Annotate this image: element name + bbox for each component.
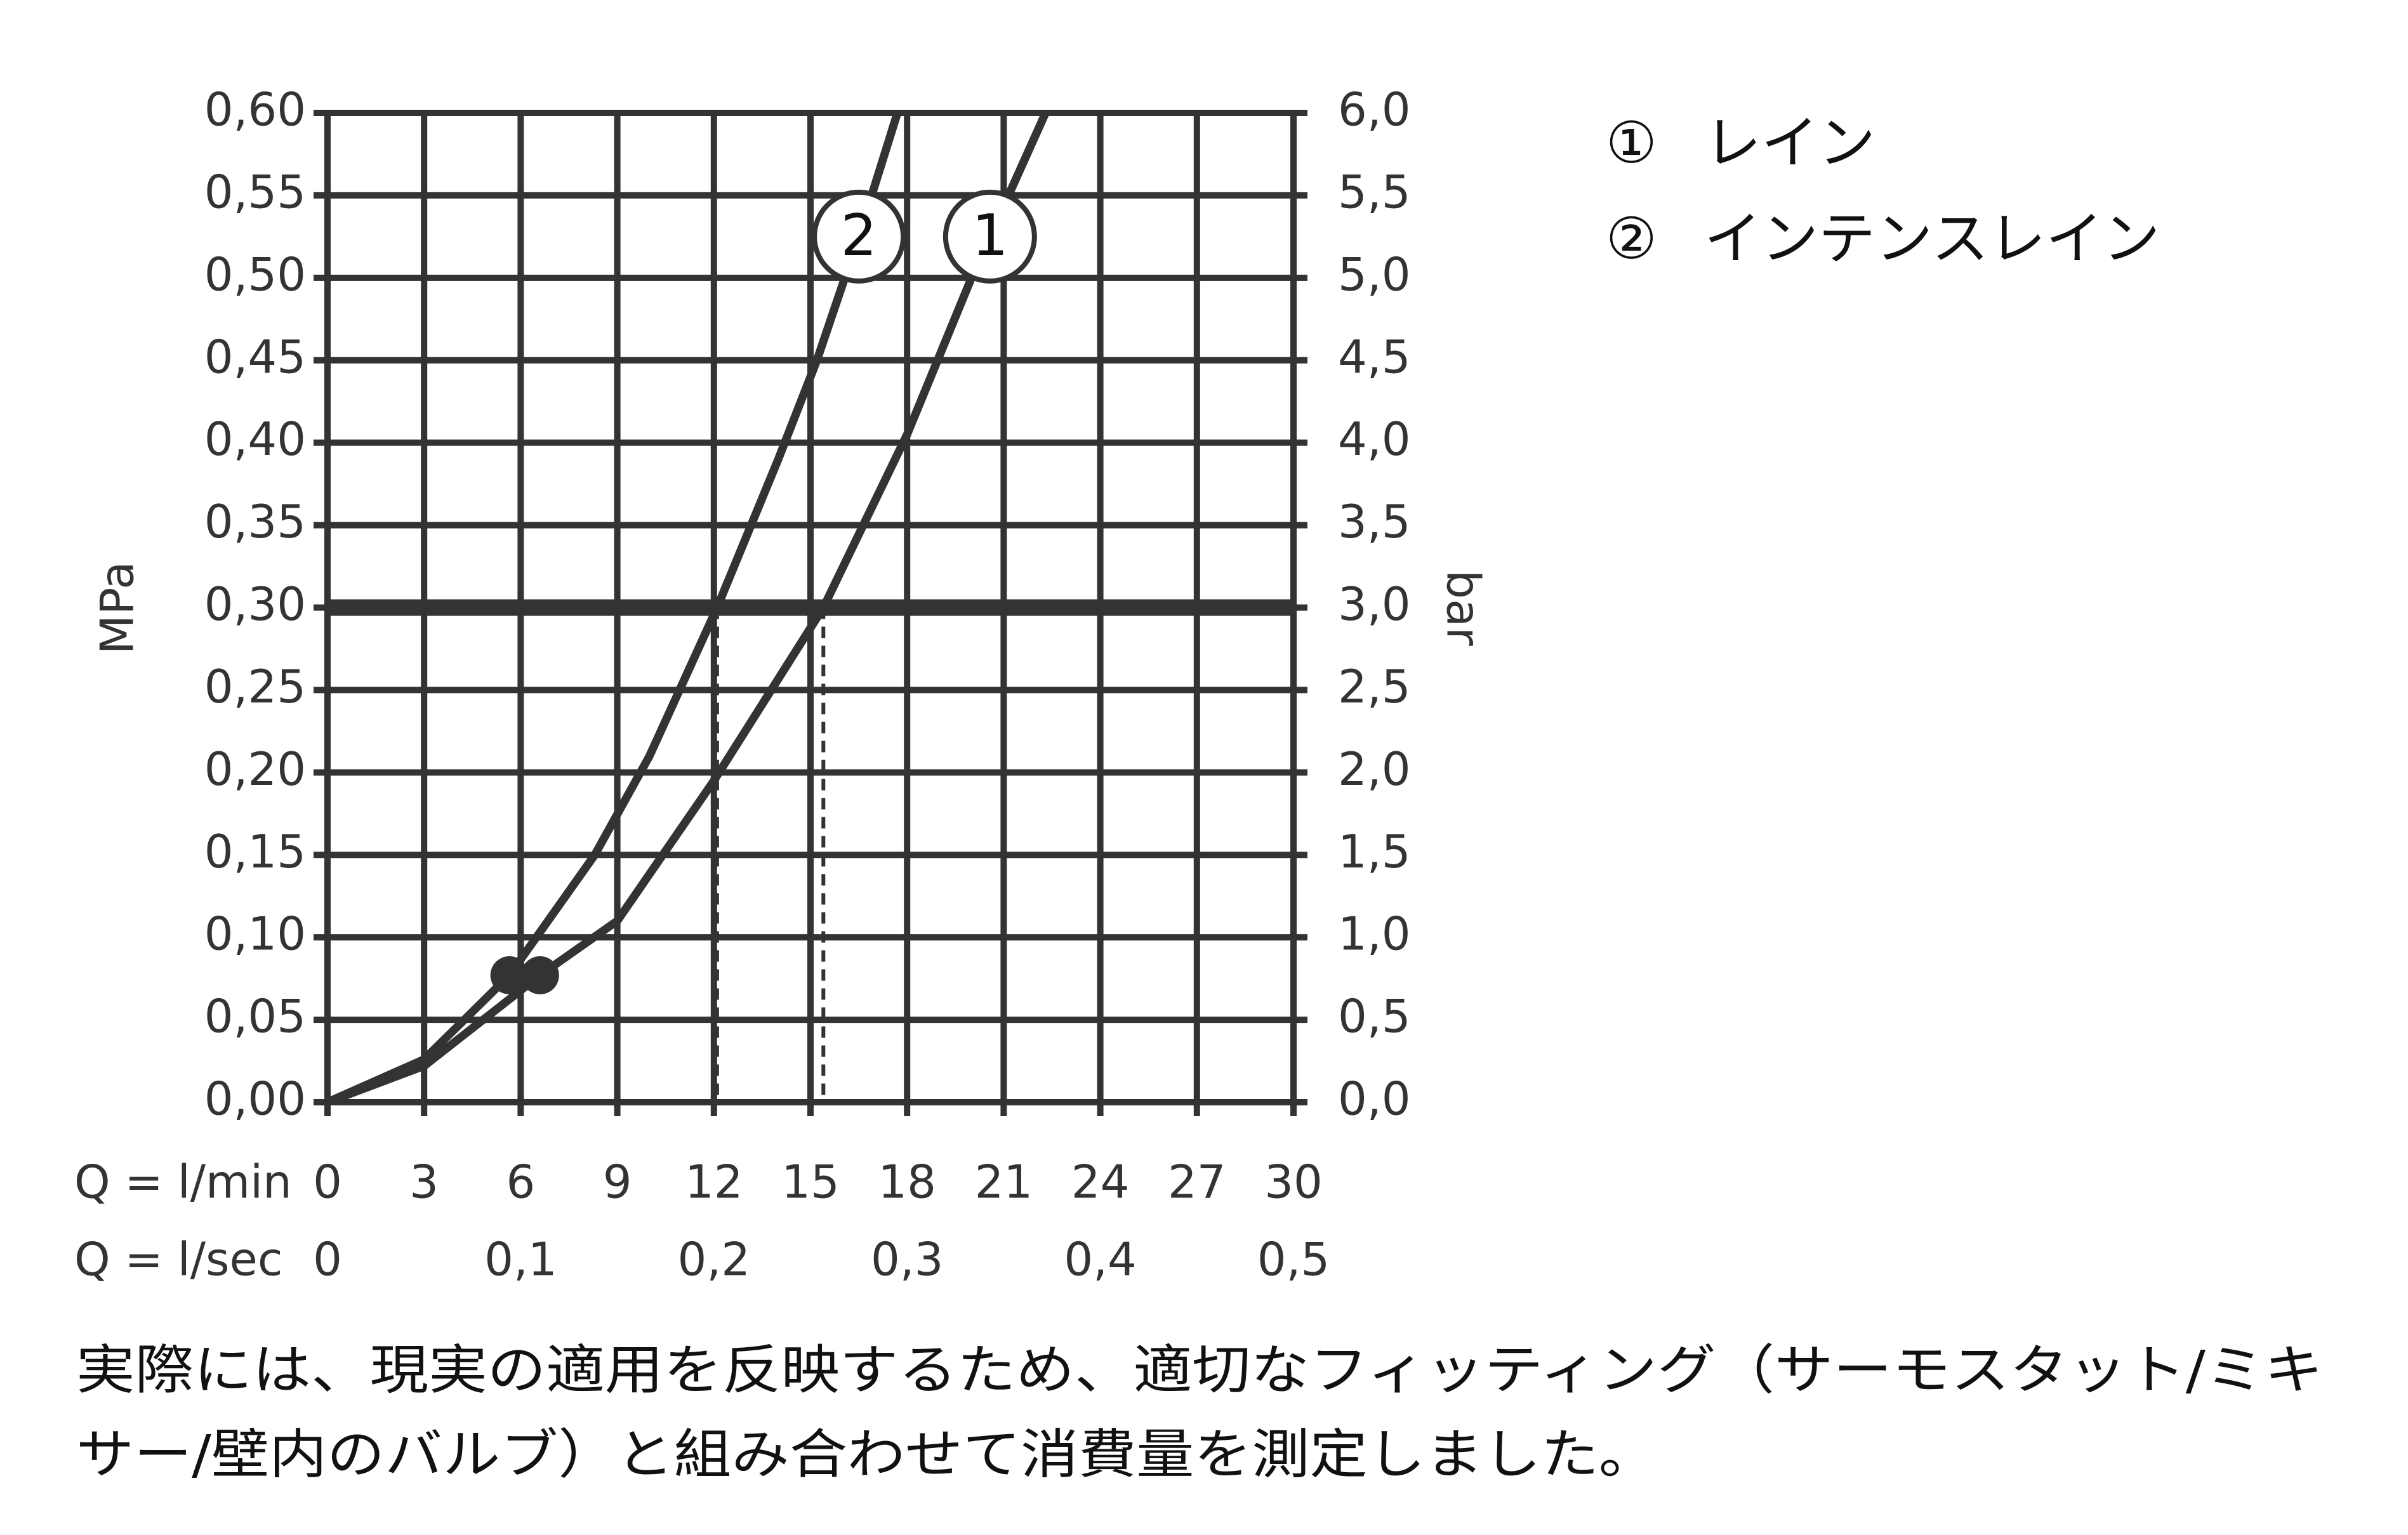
y2-tick-label: 2,5	[1338, 660, 1411, 713]
x-tick-label: 0	[313, 1156, 342, 1209]
legend-label: レイン	[1704, 110, 1875, 176]
y2-tick-label: 2,0	[1338, 742, 1411, 796]
series-label-circle	[943, 189, 1037, 284]
series-label: 1	[972, 202, 1008, 269]
x-tick-label: 3	[409, 1156, 439, 1209]
y-tick-label: 0,25	[204, 660, 306, 713]
y-tick-label: 0,35	[204, 495, 306, 548]
legend-label: インテンスレイン	[1704, 206, 2160, 272]
y-tick-label: 0,50	[204, 247, 306, 301]
x-tick-label: 30	[1264, 1156, 1323, 1209]
footnote: 実際には、現実の適用を反映するため、適切なフィッティング（サーモスタット/ミキ	[76, 1339, 2323, 1401]
y2-tick-label: 5,0	[1338, 247, 1411, 301]
x-tick-label: 15	[781, 1156, 840, 1209]
y2-tick-label: 0,0	[1338, 1072, 1411, 1126]
y2-tick-label: 0,5	[1338, 990, 1411, 1043]
x2-tick-label: 0,3	[871, 1233, 944, 1286]
series-label: 2	[840, 202, 877, 269]
plot-frame	[324, 110, 1297, 1105]
series-label-circle	[812, 189, 906, 284]
y-tick-label: 0,05	[204, 990, 306, 1043]
series-line	[326, 112, 902, 1106]
x2-tick-label: 0,2	[678, 1233, 751, 1286]
y-tick-label: 0,00	[204, 1072, 306, 1126]
y-tick-label: 0,60	[204, 83, 306, 136]
legend-symbol: ②	[1606, 206, 1657, 272]
x2-tick-label: 0,1	[484, 1233, 557, 1286]
series-line	[326, 111, 1050, 1107]
x-tick-label: 9	[603, 1156, 632, 1209]
x-tick-label: 12	[685, 1156, 743, 1209]
y-tick-label: 0,20	[204, 742, 306, 796]
y2-tick-label: 3,0	[1338, 577, 1411, 631]
y-tick-label: 0,55	[204, 165, 306, 218]
y-tick-label: 0,40	[204, 412, 306, 466]
x-axis-label: Q = l/min	[74, 1156, 292, 1209]
legend-symbol: ①	[1606, 110, 1657, 176]
y-tick-label: 0,30	[204, 577, 306, 631]
y2-tick-label: 6,0	[1338, 83, 1411, 136]
marker	[490, 956, 529, 994]
y2-tick-label: 3,5	[1338, 495, 1411, 548]
y2-tick-label: 1,5	[1338, 825, 1411, 878]
x2-tick-label: 0,5	[1257, 1233, 1330, 1286]
footnote: サー/壁内のバルブ）と組み合わせて消費量を測定しました。	[76, 1423, 1657, 1486]
y2-tick-label: 4,0	[1338, 412, 1411, 466]
x2-tick-label: 0,4	[1064, 1233, 1137, 1286]
y-axis-label: MPa	[91, 562, 144, 654]
x2-tick-label: 0	[313, 1233, 342, 1286]
x-tick-label: 24	[1071, 1156, 1130, 1209]
y2-tick-label: 4,5	[1338, 330, 1411, 383]
x-tick-label: 21	[975, 1156, 1033, 1209]
x-tick-label: 6	[506, 1156, 535, 1209]
y2-tick-label: 5,5	[1338, 165, 1411, 218]
y2-tick-label: 1,0	[1338, 907, 1411, 961]
x2-axis-label: Q = l/sec	[74, 1233, 282, 1286]
y-tick-label: 0,45	[204, 330, 306, 383]
x-tick-label: 27	[1168, 1156, 1226, 1209]
x-tick-label: 18	[878, 1156, 936, 1209]
y2-axis-label: bar	[1436, 570, 1490, 646]
y-tick-label: 0,15	[204, 825, 306, 878]
y-tick-label: 0,10	[204, 907, 306, 961]
marker	[520, 956, 559, 994]
